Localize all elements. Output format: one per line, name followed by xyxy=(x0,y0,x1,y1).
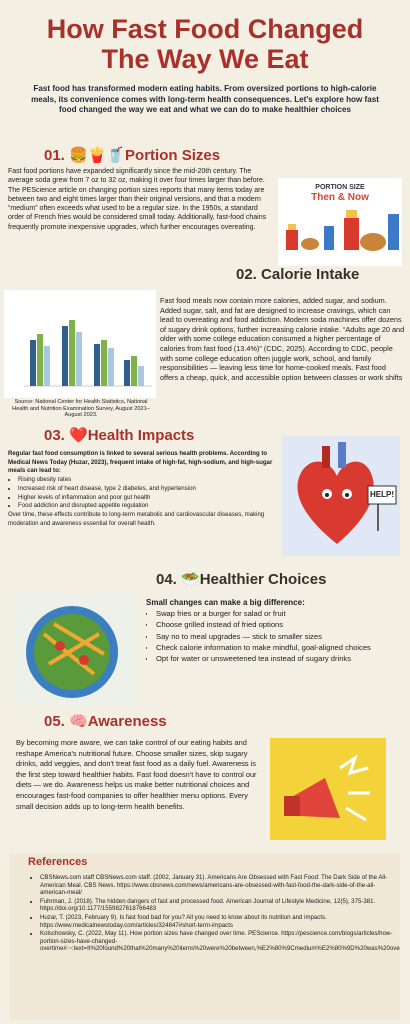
image-caption: PORTION SIZE xyxy=(315,184,365,191)
section-body: Fast food meals now contain more calorie… xyxy=(160,296,405,382)
lead: Regular fast food consumption is linked … xyxy=(8,450,273,475)
heart-image: HELP! xyxy=(282,436,400,556)
speaker-illustration xyxy=(284,754,370,822)
chart-image xyxy=(4,290,156,398)
section-heading: 05. 🧠Awareness xyxy=(44,713,167,730)
title-block: How Fast Food Changed The Way We Eat xyxy=(20,14,390,78)
bullet: Higher levels of inflammation and poor g… xyxy=(18,494,276,503)
salad-illustration xyxy=(26,606,118,698)
bullet: Increased risk of heart disease, type 2 … xyxy=(18,485,276,494)
reference: Kolschowsky, C. (2022, May 11). How port… xyxy=(40,930,400,953)
reference: Fuhrman, J. (2018). The hidden dangers o… xyxy=(40,898,400,913)
bullet-list: Swap fries or a burger for salad or frui… xyxy=(146,608,404,664)
lead: Small changes can make a big difference: xyxy=(146,598,305,607)
section-heading: 02. Calorie Intake xyxy=(236,266,360,283)
bullet-list: Rising obesity rates Increased risk of h… xyxy=(8,476,276,511)
chart-illustration xyxy=(24,320,152,387)
references-heading: References xyxy=(28,856,88,868)
section-body: By becoming more aware, we can take cont… xyxy=(16,738,257,811)
chart-source: Source: National Center for Health Stati… xyxy=(12,399,150,419)
section-body: Small changes can make a big difference:… xyxy=(146,597,404,697)
intro: Fast food has transformed modern eating … xyxy=(31,84,379,115)
section-heading: 03. ❤️Health Impacts xyxy=(44,427,195,444)
bullet: Swap fries or a burger for salad or frui… xyxy=(156,608,404,619)
bullet: Say no to meal upgrades — stick to small… xyxy=(156,631,404,642)
sign-text: HELP! xyxy=(370,490,394,499)
reference: CBSNews.com staff CBSNews.com staff. (20… xyxy=(40,874,400,897)
bullet: Opt for water or unsweetened tea instead… xyxy=(156,653,404,664)
portion-illustration xyxy=(286,210,399,251)
reference-list: CBSNews.com staff CBSNews.com staff. (20… xyxy=(30,874,400,954)
bullet: Choose grilled instead of fried options xyxy=(156,619,404,630)
page-title: How Fast Food Changed The Way We Eat xyxy=(46,14,364,74)
references-box: References CBSNews.com staff CBSNews.com… xyxy=(10,854,400,1020)
reference: Huzar, T. (2023, February 9). Is fast fo… xyxy=(40,914,400,929)
bullet: Food addiction and disrupted appetite re… xyxy=(18,502,276,511)
bullet: Check calorie information to make mindfu… xyxy=(156,642,404,653)
closing: Over time, these effects contribute to l… xyxy=(8,510,265,527)
salad-image xyxy=(14,594,136,706)
section-body: Fast food portions have expanded signifi… xyxy=(8,168,267,231)
image-caption: Then & Now xyxy=(311,192,369,203)
section-heading: 04. 🥗Healthier Choices xyxy=(156,571,327,588)
heart-illustration xyxy=(297,442,397,544)
portion-image: PORTION SIZE Then & Now xyxy=(278,178,402,266)
section-heading: 01. 🍔🍟🥤Portion Sizes xyxy=(44,147,221,164)
speaker-image xyxy=(270,738,386,840)
section-body: Regular fast food consumption is linked … xyxy=(8,450,276,556)
bullet: Rising obesity rates xyxy=(18,476,276,485)
